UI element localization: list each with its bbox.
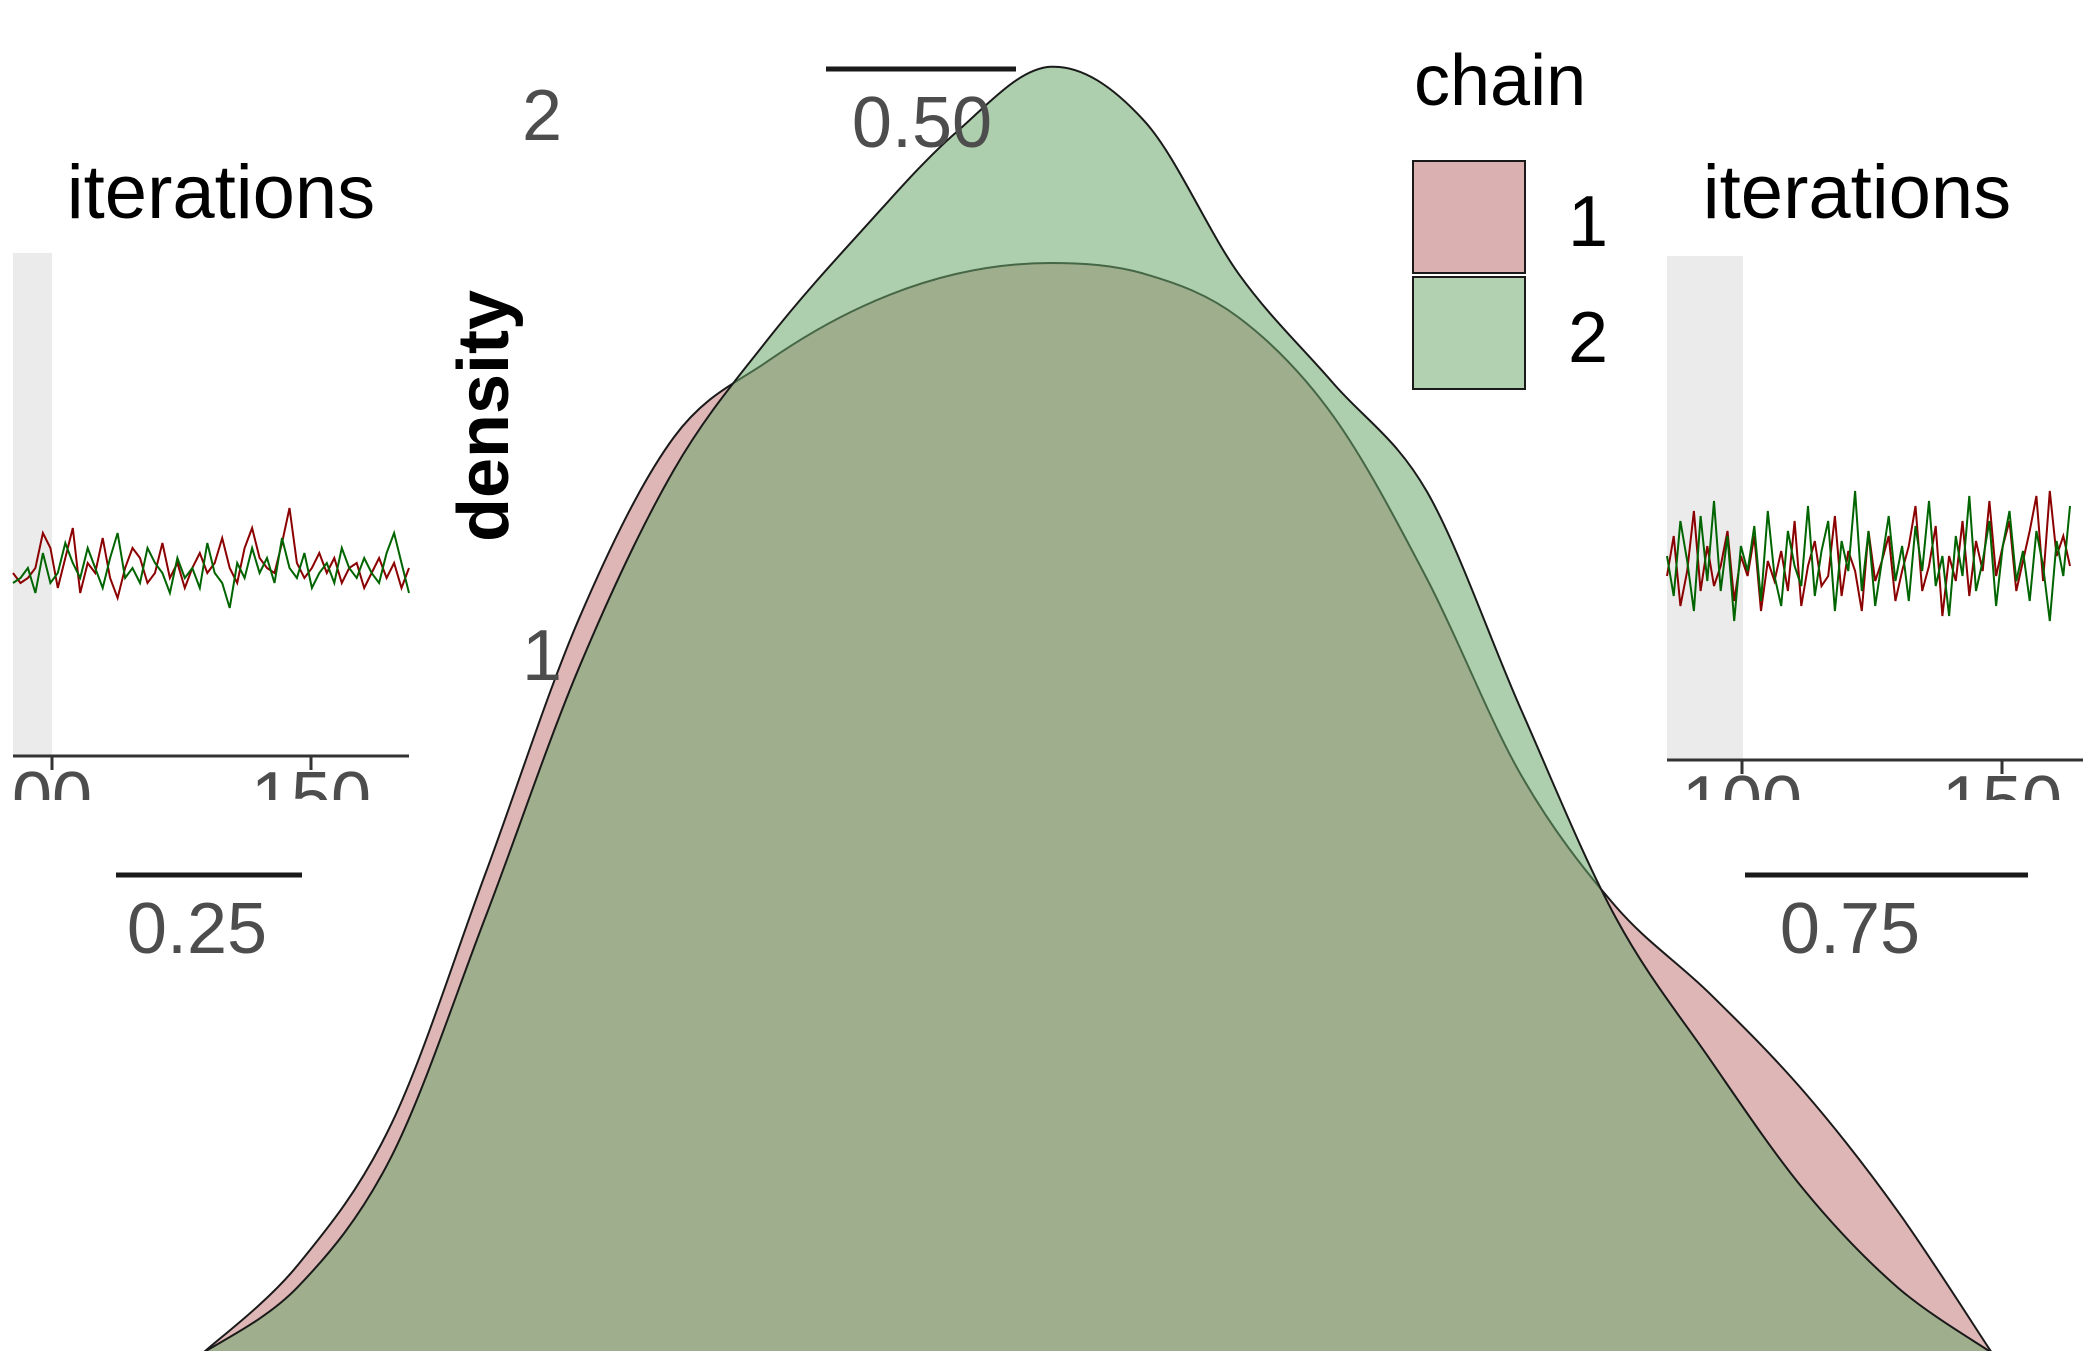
trace-line-chain-1 bbox=[12, 507, 410, 602]
right-trace-inset: iterations 100 150 bbox=[1666, 150, 2083, 842]
right-trace-lines bbox=[1666, 490, 2071, 622]
y-axis-label: density bbox=[444, 290, 524, 542]
warmup-shade-right bbox=[1667, 256, 1743, 759]
inset-x-tick-label-left: 00 bbox=[12, 758, 92, 838]
x-tick-label: 0.75 bbox=[1780, 889, 1920, 969]
inset-x-tick-label-right: 150 bbox=[1942, 762, 2062, 842]
inset-title-left: iterations bbox=[67, 150, 375, 235]
y-tick-label: 1 bbox=[522, 616, 562, 696]
legend-swatch-1 bbox=[1412, 160, 1526, 274]
x-tick-label: 0.50 bbox=[852, 83, 992, 163]
legend-label-2: 2 bbox=[1568, 298, 1608, 378]
inset-x-tick-label-right: 100 bbox=[1682, 762, 1802, 842]
y-tick-label: 2 bbox=[522, 76, 562, 156]
legend: chain 1 2 bbox=[1412, 41, 1608, 390]
trace-line-chain-2 bbox=[1666, 490, 2071, 622]
trace-line-chain-2 bbox=[12, 529, 410, 609]
left-trace-lines bbox=[12, 507, 410, 609]
legend-title: chain bbox=[1414, 41, 1586, 121]
x-tick-label: 0.25 bbox=[127, 889, 267, 969]
inset-title-right: iterations bbox=[1703, 150, 2011, 235]
inset-x-tick-label-left: 150 bbox=[251, 758, 371, 838]
warmup-shade-left bbox=[13, 253, 52, 755]
density-layer bbox=[202, 65, 1993, 1356]
legend-swatch-2 bbox=[1412, 276, 1526, 390]
legend-label-1: 1 bbox=[1568, 182, 1608, 262]
left-trace-inset: iterations 00 150 bbox=[12, 150, 410, 838]
density-area-chain-2 bbox=[202, 65, 1993, 1356]
